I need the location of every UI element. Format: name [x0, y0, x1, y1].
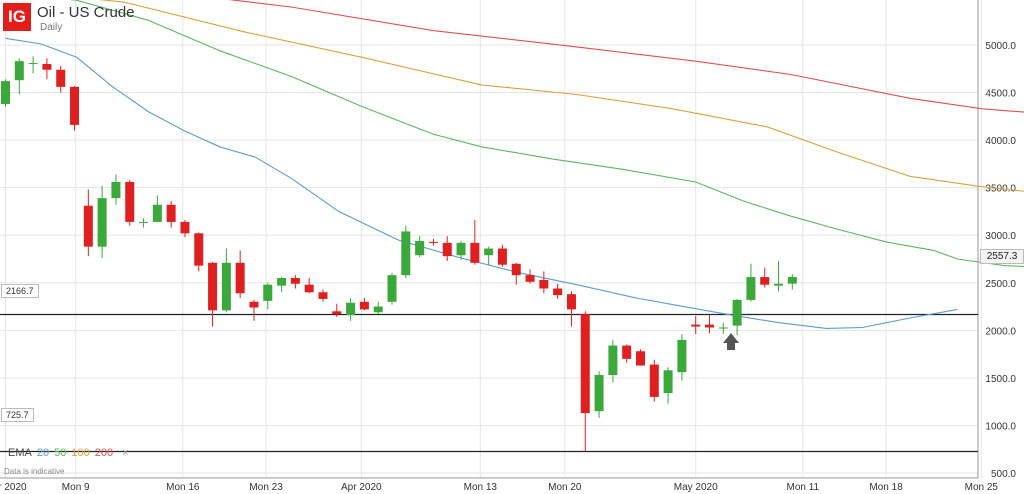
candle-body — [622, 345, 632, 359]
x-tick-label: Mon 16 — [166, 482, 200, 493]
ema-legend: EMA 20 50 100 200 × — [8, 447, 129, 459]
candle-body — [97, 198, 107, 247]
candle-body — [525, 275, 535, 282]
timeframe-label[interactable]: Daily — [40, 22, 63, 33]
candle-body — [497, 248, 507, 265]
y-tick-label: 1000.0 — [985, 421, 1016, 432]
x-tick-label: May 2020 — [674, 482, 718, 493]
disclaimer-text: Data is indicative — [4, 467, 65, 476]
candle-body — [415, 240, 425, 256]
x-tick-label: Mon 25 — [965, 482, 999, 493]
candle-body — [760, 277, 770, 285]
candle-body — [290, 278, 300, 284]
candle-body — [111, 181, 121, 199]
ema-period-50[interactable]: 50 — [54, 447, 67, 459]
candle-body — [249, 301, 259, 308]
candle-body — [359, 301, 369, 310]
ema-close-icon[interactable]: × — [122, 447, 129, 459]
candle-body — [401, 231, 411, 276]
candle-body — [456, 242, 466, 256]
candle-body — [235, 262, 245, 294]
candle-body — [511, 263, 521, 276]
candle-body — [152, 204, 162, 222]
candle-body — [594, 375, 604, 412]
candle-body — [387, 275, 397, 302]
candle-body — [56, 69, 66, 87]
plot-area — [0, 0, 978, 478]
candle-body — [705, 324, 715, 328]
candle-body — [42, 64, 52, 70]
candle-body — [470, 242, 480, 263]
candle-body — [774, 283, 784, 286]
level-label-upper: 2166.7 — [1, 284, 39, 298]
candle-body — [70, 86, 80, 125]
x-tick-label: Mon 11 — [786, 482, 819, 493]
candle-body — [787, 277, 797, 284]
up-arrow-annotation — [723, 333, 739, 350]
y-tick-label: 2500.0 — [985, 279, 1016, 290]
candle-body — [663, 370, 673, 394]
x-tick-label: Mon 23 — [249, 482, 283, 493]
candle-body — [14, 61, 24, 81]
candle-body — [373, 306, 383, 313]
candle-body — [208, 262, 218, 311]
candle-body — [139, 221, 149, 223]
y-tick-label: 3000.0 — [985, 231, 1016, 242]
x-tick-label: Mon 9 — [62, 482, 90, 493]
y-tick-label: 4500.0 — [985, 89, 1016, 100]
candle-body — [28, 63, 38, 65]
candle-body — [691, 324, 701, 327]
ema-100-line — [98, 0, 1024, 192]
candle-body — [484, 248, 494, 256]
y-tick-label: 1500.0 — [985, 374, 1016, 385]
ema-20-line — [5, 37, 958, 329]
x-tick-label: Apr 2020 — [341, 482, 382, 493]
x-tick-label: Mon 18 — [869, 482, 903, 493]
candle-body — [539, 279, 549, 289]
ema-200-line — [228, 0, 1024, 113]
candle-body — [732, 299, 742, 326]
candle-body — [277, 278, 287, 286]
candle-body — [566, 294, 576, 310]
candle-body — [318, 292, 328, 299]
current-price-tag: 2557.3 — [980, 249, 1024, 264]
candle-body — [304, 284, 314, 293]
candle-body — [746, 277, 756, 300]
candle-body — [332, 311, 342, 315]
candle-body — [180, 221, 190, 234]
y-tick-label: 5000.0 — [985, 41, 1016, 52]
y-tick-label: 4000.0 — [985, 136, 1016, 147]
candle-body — [649, 364, 659, 397]
y-tick-label: 500.0 — [991, 469, 1016, 480]
x-tick-label: Mon 20 — [548, 482, 582, 493]
x-tick-label: Mar 2020 — [0, 482, 27, 493]
ema-period-200[interactable]: 200 — [94, 447, 114, 459]
candle-body — [346, 302, 356, 316]
x-tick-label: Mon 13 — [464, 482, 498, 493]
ema-period-20[interactable]: 20 — [36, 447, 50, 459]
candle-body — [428, 241, 438, 243]
y-tick-label: 2000.0 — [985, 326, 1016, 337]
ema-label: EMA — [8, 447, 32, 459]
ig-logo: IG — [3, 3, 31, 31]
candle-body — [718, 327, 728, 329]
candle-body — [263, 284, 273, 301]
candle-body — [553, 288, 563, 296]
ema-50-line — [69, 0, 1024, 268]
candle-body — [608, 345, 618, 376]
instrument-title[interactable]: Oil - US Crude — [37, 4, 135, 21]
level-label-lower: 725.7 — [1, 408, 34, 422]
candle-body — [580, 314, 590, 414]
candle-body — [125, 181, 135, 222]
candle-body — [442, 242, 452, 257]
candle-body — [635, 351, 645, 366]
candle-body — [677, 339, 687, 373]
candle-body — [194, 233, 204, 266]
candle-body — [221, 262, 231, 311]
ema-period-100[interactable]: 100 — [71, 447, 90, 459]
candle-body — [1, 81, 10, 104]
candle-body — [83, 205, 93, 247]
candle-body — [166, 204, 176, 222]
